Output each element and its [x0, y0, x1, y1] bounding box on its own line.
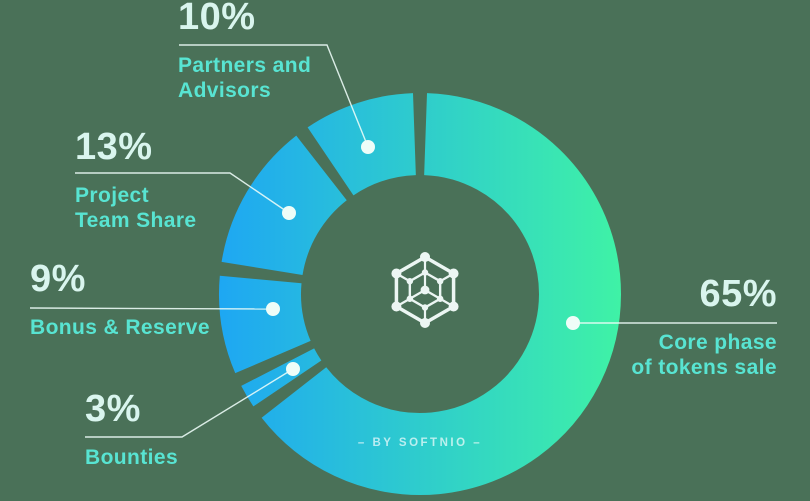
callout-project-team-share: 13% Project Team Share: [75, 128, 197, 233]
logo-inner-node: [421, 269, 429, 276]
callout-line-partners: [179, 44, 369, 148]
category-label: Partners and Advisors: [178, 54, 312, 102]
network-cube-icon: [391, 252, 459, 328]
callout-dot-core: [566, 316, 580, 330]
logo-outer-node: [420, 318, 430, 328]
percent-value: 9%: [30, 258, 86, 300]
percent-value: 65%: [699, 273, 777, 315]
callout-dot-bounties: [286, 362, 300, 376]
callout-bonus-reserve: 9% Bonus & Reserve: [30, 260, 210, 340]
logo-outer-node: [420, 252, 430, 262]
callout-dot-team: [282, 206, 296, 220]
logo-inner-node: [406, 295, 414, 302]
percent-value: 10%: [178, 0, 256, 38]
logo-outer-node: [391, 268, 402, 279]
callout-line-team: [75, 172, 290, 214]
callout-line-bounties: [85, 368, 294, 438]
percent-value: 3%: [85, 388, 141, 430]
callout-dot-partners: [361, 140, 375, 154]
logo-outer-node: [448, 301, 459, 312]
callout-line-bonus: [29, 307, 274, 310]
callout-partners-advisors: 10% Partners and Advisors: [178, 0, 311, 103]
category-label: Bounties: [85, 446, 179, 469]
logo-inner-node: [421, 304, 429, 311]
callout-dot-bonus: [266, 302, 280, 316]
percent-value: 13%: [75, 126, 153, 168]
logo-inner-node: [436, 278, 444, 285]
callout-leader-lines: [29, 44, 777, 438]
logo-inner-node: [436, 295, 444, 302]
segment-bonus: [219, 275, 312, 374]
logo-center-node: [420, 285, 430, 295]
segment-core: [261, 93, 621, 495]
callout-bounties: 3% Bounties: [85, 390, 178, 470]
category-label: Core phase of tokens sale: [631, 331, 777, 379]
logo-inner-node: [406, 278, 414, 285]
category-label: Bonus & Reserve: [30, 316, 210, 339]
category-label: Project Team Share: [75, 184, 197, 232]
callout-core-phase: 65% Core phase of tokens sale: [631, 275, 777, 380]
logo-outer-node: [391, 301, 402, 312]
logo-outer-node: [448, 268, 459, 279]
softnio-watermark: – BY SOFTNIO –: [357, 437, 483, 449]
